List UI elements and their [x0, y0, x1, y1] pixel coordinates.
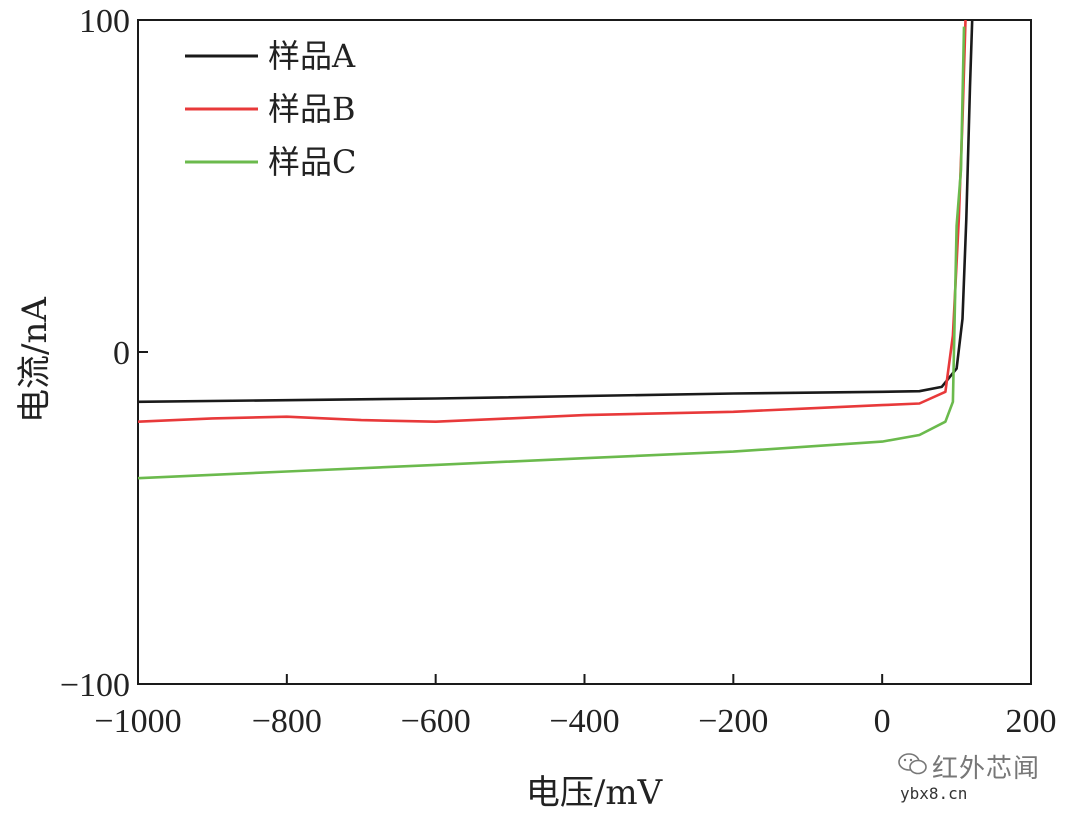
- x-tick-label: −800: [252, 703, 322, 740]
- x-tick-label: 0: [874, 703, 891, 740]
- watermark-url: ybx8.cn: [900, 784, 968, 803]
- legend-label: 样品A: [268, 37, 356, 75]
- x-tick-label: −400: [549, 703, 619, 740]
- legend-label: 样品B: [268, 90, 356, 128]
- watermark-name: 红外芯闻: [932, 754, 1041, 784]
- wechat-icon: [898, 753, 927, 775]
- series-line: [137, 19, 974, 404]
- x-tick-label: −1000: [94, 703, 181, 740]
- x-tick-label: −600: [401, 703, 471, 740]
- y-tick-label: 100: [79, 3, 130, 40]
- y-axis-title: 电流/nA: [15, 297, 55, 423]
- watermark: 红外芯闻 ybx8.cn: [898, 748, 1073, 808]
- series-line: [137, 19, 967, 423]
- x-axis-title: 电压/mV: [526, 773, 664, 813]
- y-tick-label: 0: [113, 335, 130, 372]
- x-tick-label: 200: [1006, 703, 1057, 740]
- series-line: [137, 26, 966, 480]
- y-tick-label: −100: [60, 667, 130, 704]
- legend-label: 样品C: [268, 143, 357, 181]
- x-tick-label: −200: [698, 703, 768, 740]
